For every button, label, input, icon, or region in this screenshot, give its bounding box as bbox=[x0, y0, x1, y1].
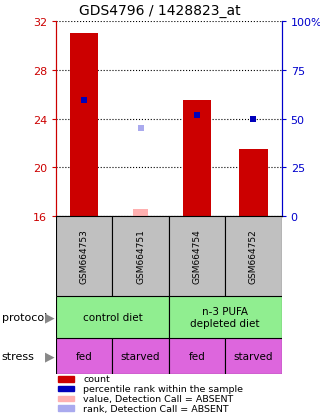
Bar bbox=[56, 216, 112, 296]
Text: GSM664752: GSM664752 bbox=[249, 229, 258, 284]
Bar bbox=[58, 386, 74, 392]
Text: protocol: protocol bbox=[2, 312, 47, 322]
Text: starved: starved bbox=[121, 351, 160, 361]
Text: fed: fed bbox=[76, 351, 92, 361]
Text: GDS4796 / 1428823_at: GDS4796 / 1428823_at bbox=[79, 4, 241, 18]
Bar bbox=[70, 34, 98, 216]
Text: ▶: ▶ bbox=[45, 311, 54, 324]
Text: control diet: control diet bbox=[83, 312, 142, 322]
Text: ▶: ▶ bbox=[45, 350, 54, 363]
Text: fed: fed bbox=[188, 351, 205, 361]
Bar bbox=[58, 376, 74, 382]
Bar bbox=[112, 338, 169, 374]
Text: stress: stress bbox=[2, 351, 35, 361]
Text: GSM664753: GSM664753 bbox=[80, 229, 89, 284]
Text: rank, Detection Call = ABSENT: rank, Detection Call = ABSENT bbox=[83, 404, 229, 413]
Bar bbox=[56, 296, 169, 338]
Text: n-3 PUFA
depleted diet: n-3 PUFA depleted diet bbox=[190, 306, 260, 328]
Text: GSM664754: GSM664754 bbox=[193, 229, 202, 284]
Bar bbox=[239, 150, 268, 216]
Bar bbox=[169, 216, 225, 296]
Text: count: count bbox=[83, 375, 110, 383]
Bar bbox=[225, 338, 282, 374]
Bar bbox=[58, 396, 74, 401]
Bar bbox=[169, 338, 225, 374]
Text: percentile rank within the sample: percentile rank within the sample bbox=[83, 384, 243, 393]
Bar bbox=[169, 296, 282, 338]
Text: value, Detection Call = ABSENT: value, Detection Call = ABSENT bbox=[83, 394, 233, 403]
Text: starved: starved bbox=[234, 351, 273, 361]
Bar bbox=[133, 209, 148, 216]
Bar bbox=[58, 406, 74, 411]
Bar bbox=[56, 338, 112, 374]
Text: GSM664751: GSM664751 bbox=[136, 229, 145, 284]
Bar bbox=[112, 216, 169, 296]
Bar bbox=[225, 216, 282, 296]
Bar bbox=[183, 101, 211, 216]
